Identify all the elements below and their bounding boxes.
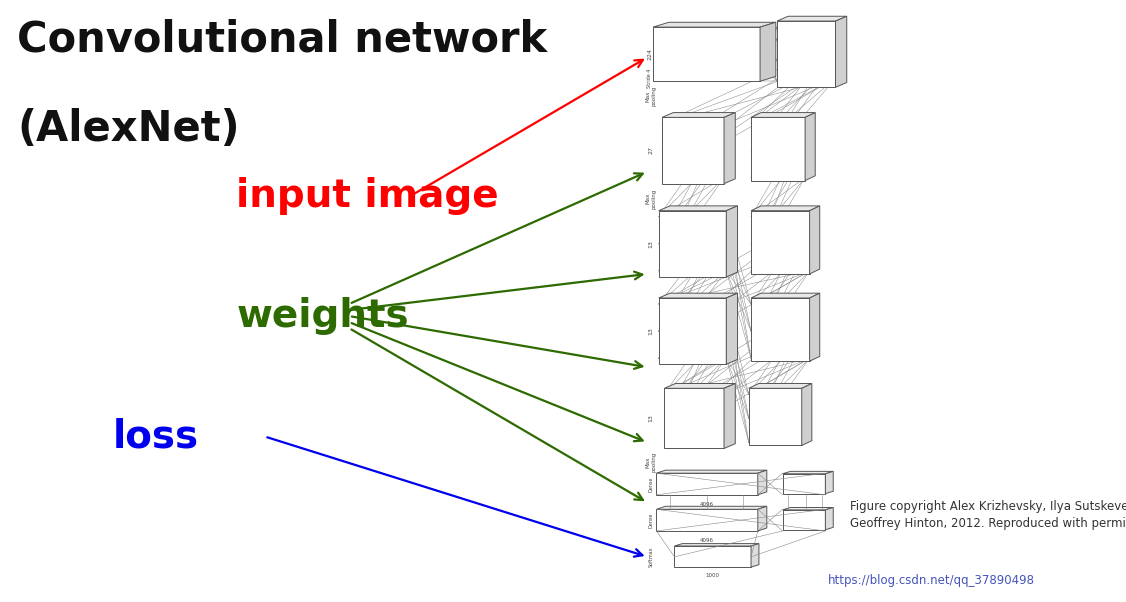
- Bar: [783, 474, 825, 494]
- Bar: [751, 211, 810, 274]
- Polygon shape: [726, 293, 738, 364]
- Bar: [659, 211, 726, 277]
- Polygon shape: [760, 22, 776, 81]
- Polygon shape: [802, 383, 812, 445]
- Text: Max
pooling: Max pooling: [645, 452, 656, 473]
- Text: 4096: 4096: [700, 502, 714, 507]
- Polygon shape: [749, 383, 812, 388]
- Text: 13: 13: [649, 327, 653, 335]
- Polygon shape: [810, 206, 820, 274]
- Polygon shape: [724, 113, 735, 184]
- Bar: [656, 509, 758, 531]
- Polygon shape: [656, 470, 767, 473]
- Polygon shape: [659, 206, 738, 211]
- Text: Convolutional network: Convolutional network: [17, 18, 547, 60]
- Text: weights: weights: [236, 297, 409, 335]
- Bar: [751, 298, 810, 361]
- Polygon shape: [656, 506, 767, 509]
- Text: https://blog.csdn.net/qq_37890498: https://blog.csdn.net/qq_37890498: [828, 574, 1035, 587]
- Polygon shape: [805, 113, 815, 181]
- Polygon shape: [783, 507, 833, 510]
- Bar: [659, 298, 726, 364]
- Polygon shape: [674, 544, 759, 546]
- Text: 13: 13: [649, 240, 653, 248]
- Text: 224: 224: [647, 48, 652, 60]
- Text: Max
pooling: Max pooling: [645, 188, 656, 209]
- Bar: [674, 546, 751, 567]
- Polygon shape: [751, 206, 820, 211]
- Text: Dense: Dense: [649, 476, 653, 492]
- Bar: [653, 27, 760, 81]
- Polygon shape: [758, 506, 767, 531]
- Text: Dense: Dense: [649, 512, 653, 528]
- Polygon shape: [777, 16, 847, 21]
- Text: Stride 4: Stride 4: [647, 69, 652, 88]
- Polygon shape: [662, 113, 735, 117]
- Text: loss: loss: [113, 417, 198, 456]
- Polygon shape: [724, 383, 735, 448]
- Polygon shape: [758, 470, 767, 495]
- Polygon shape: [825, 471, 833, 494]
- Text: Softmax: Softmax: [649, 547, 653, 567]
- Bar: [656, 473, 758, 495]
- Text: Max
pooling: Max pooling: [645, 86, 656, 107]
- Text: 13: 13: [649, 414, 653, 423]
- Polygon shape: [659, 293, 738, 298]
- Polygon shape: [825, 507, 833, 530]
- Polygon shape: [835, 16, 847, 87]
- Bar: [783, 510, 825, 530]
- Polygon shape: [810, 293, 820, 361]
- Bar: [751, 117, 805, 181]
- Text: 1000: 1000: [706, 573, 720, 578]
- Text: Figure copyright Alex Krizhevsky, Ilya Sutskever, and
Geoffrey Hinton, 2012. Rep: Figure copyright Alex Krizhevsky, Ilya S…: [850, 500, 1126, 530]
- Bar: [662, 117, 724, 184]
- Polygon shape: [751, 293, 820, 298]
- Text: 27: 27: [649, 146, 653, 155]
- Polygon shape: [664, 383, 735, 388]
- Text: 4096: 4096: [700, 538, 714, 543]
- Bar: [749, 388, 802, 445]
- Bar: [664, 388, 724, 448]
- Polygon shape: [653, 22, 776, 27]
- Polygon shape: [783, 471, 833, 474]
- Text: input image: input image: [236, 176, 499, 215]
- Polygon shape: [751, 544, 759, 567]
- Polygon shape: [751, 113, 815, 117]
- Bar: [777, 21, 835, 87]
- Text: (AlexNet): (AlexNet): [17, 108, 240, 150]
- Polygon shape: [726, 206, 738, 277]
